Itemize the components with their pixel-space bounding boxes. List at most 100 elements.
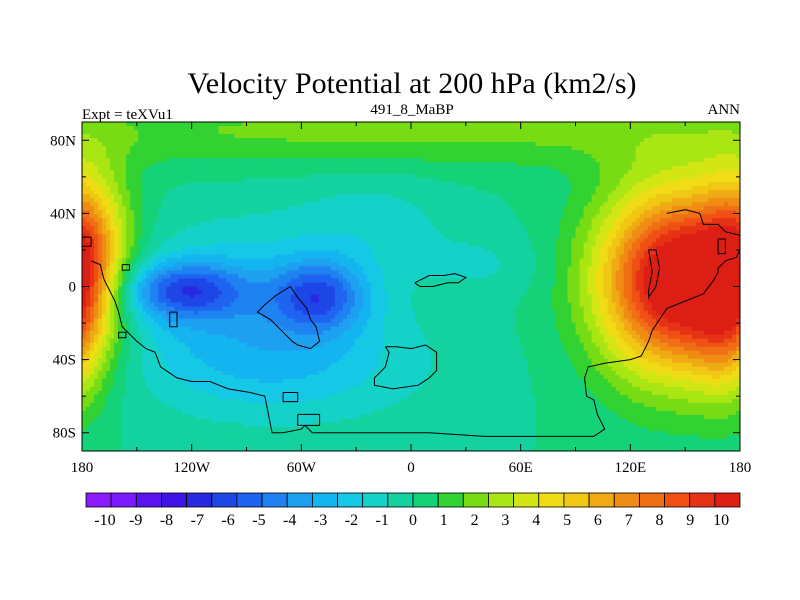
field-cell [310, 158, 316, 163]
field-cell [679, 194, 685, 199]
field-cell [314, 178, 320, 183]
field-cell [527, 130, 532, 135]
field-cell [398, 150, 404, 155]
field-cell [226, 238, 232, 243]
field-cell [563, 222, 569, 227]
field-cell [394, 202, 400, 207]
field-cell [531, 198, 536, 203]
field-cell [282, 146, 288, 151]
field-cell [258, 186, 264, 191]
field-cell [334, 198, 340, 203]
field-cell [390, 186, 396, 191]
field-cell [210, 166, 215, 171]
field-cell [326, 214, 332, 219]
field-cell [443, 138, 448, 143]
field-cell [370, 170, 376, 175]
field-cell [274, 174, 280, 179]
field-cell [715, 122, 721, 127]
field-cell [282, 226, 288, 231]
field-cell [723, 162, 729, 167]
field-cell [194, 202, 199, 207]
field-cell [342, 170, 348, 175]
field-cell [110, 142, 115, 147]
field-cell [362, 198, 368, 203]
field-cell [206, 162, 211, 167]
field-cell [102, 210, 107, 215]
field-cell [386, 214, 392, 219]
field-cell [246, 198, 252, 203]
field-cell [314, 142, 320, 147]
field-cell [390, 222, 396, 227]
field-cell [350, 126, 356, 131]
field-cell [471, 182, 476, 187]
field-cell [270, 210, 276, 215]
field-cell [595, 206, 601, 211]
field-cell [559, 190, 565, 195]
field-cell [479, 158, 484, 163]
field-cell [126, 174, 131, 179]
field-cell [651, 186, 657, 191]
field-cell [667, 194, 673, 199]
field-cell [683, 238, 689, 243]
field-cell [715, 158, 721, 163]
field-cell [507, 138, 512, 143]
field-cell [483, 194, 488, 199]
field-cell [114, 194, 119, 199]
field-cell [731, 126, 737, 131]
field-cell [519, 170, 524, 175]
field-cell [234, 234, 240, 239]
field-cell [282, 182, 288, 187]
field-cell [527, 142, 532, 147]
field-cell [206, 122, 211, 127]
field-cell [703, 142, 709, 147]
field-cell [511, 214, 516, 219]
field-cell [162, 154, 167, 159]
field-cell [370, 138, 376, 143]
field-cell [206, 242, 211, 247]
field-cell [651, 206, 657, 211]
field-cell [246, 178, 252, 183]
field-cell [507, 210, 512, 215]
field-cell [507, 198, 512, 203]
field-cell [154, 210, 159, 215]
field-cell [330, 150, 336, 155]
field-cell [643, 138, 649, 143]
field-cell [258, 226, 264, 231]
field-cell [166, 238, 171, 243]
field-cell [699, 134, 705, 139]
field-cell [719, 174, 725, 179]
field-cell [182, 234, 187, 239]
field-cell [154, 154, 159, 159]
field-cell [146, 234, 151, 239]
field-cell [531, 138, 536, 143]
field-cell [671, 178, 677, 183]
field-cell [503, 222, 508, 227]
field-cell [695, 226, 701, 231]
field-cell [138, 178, 143, 183]
field-cell [483, 134, 488, 139]
field-cell [599, 218, 605, 223]
field-cell [607, 158, 613, 163]
field-cell [415, 170, 420, 175]
field-cell [366, 142, 372, 147]
field-cell [619, 226, 625, 231]
field-cell [715, 206, 721, 211]
field-cell [358, 142, 364, 147]
field-cell [607, 134, 613, 139]
field-cell [419, 154, 424, 159]
field-cell [114, 222, 119, 227]
field-cell [234, 194, 240, 199]
field-cell [382, 126, 388, 131]
field-cell [423, 222, 428, 227]
field-cell [535, 122, 540, 127]
field-cell [719, 146, 725, 151]
field-cell [226, 170, 232, 175]
field-cell [170, 230, 175, 235]
field-cell [226, 162, 232, 167]
field-cell [318, 150, 324, 155]
field-cell [567, 154, 573, 159]
field-cell [366, 158, 372, 163]
field-cell [306, 142, 312, 147]
field-cell [607, 198, 613, 203]
field-cell [511, 230, 516, 235]
